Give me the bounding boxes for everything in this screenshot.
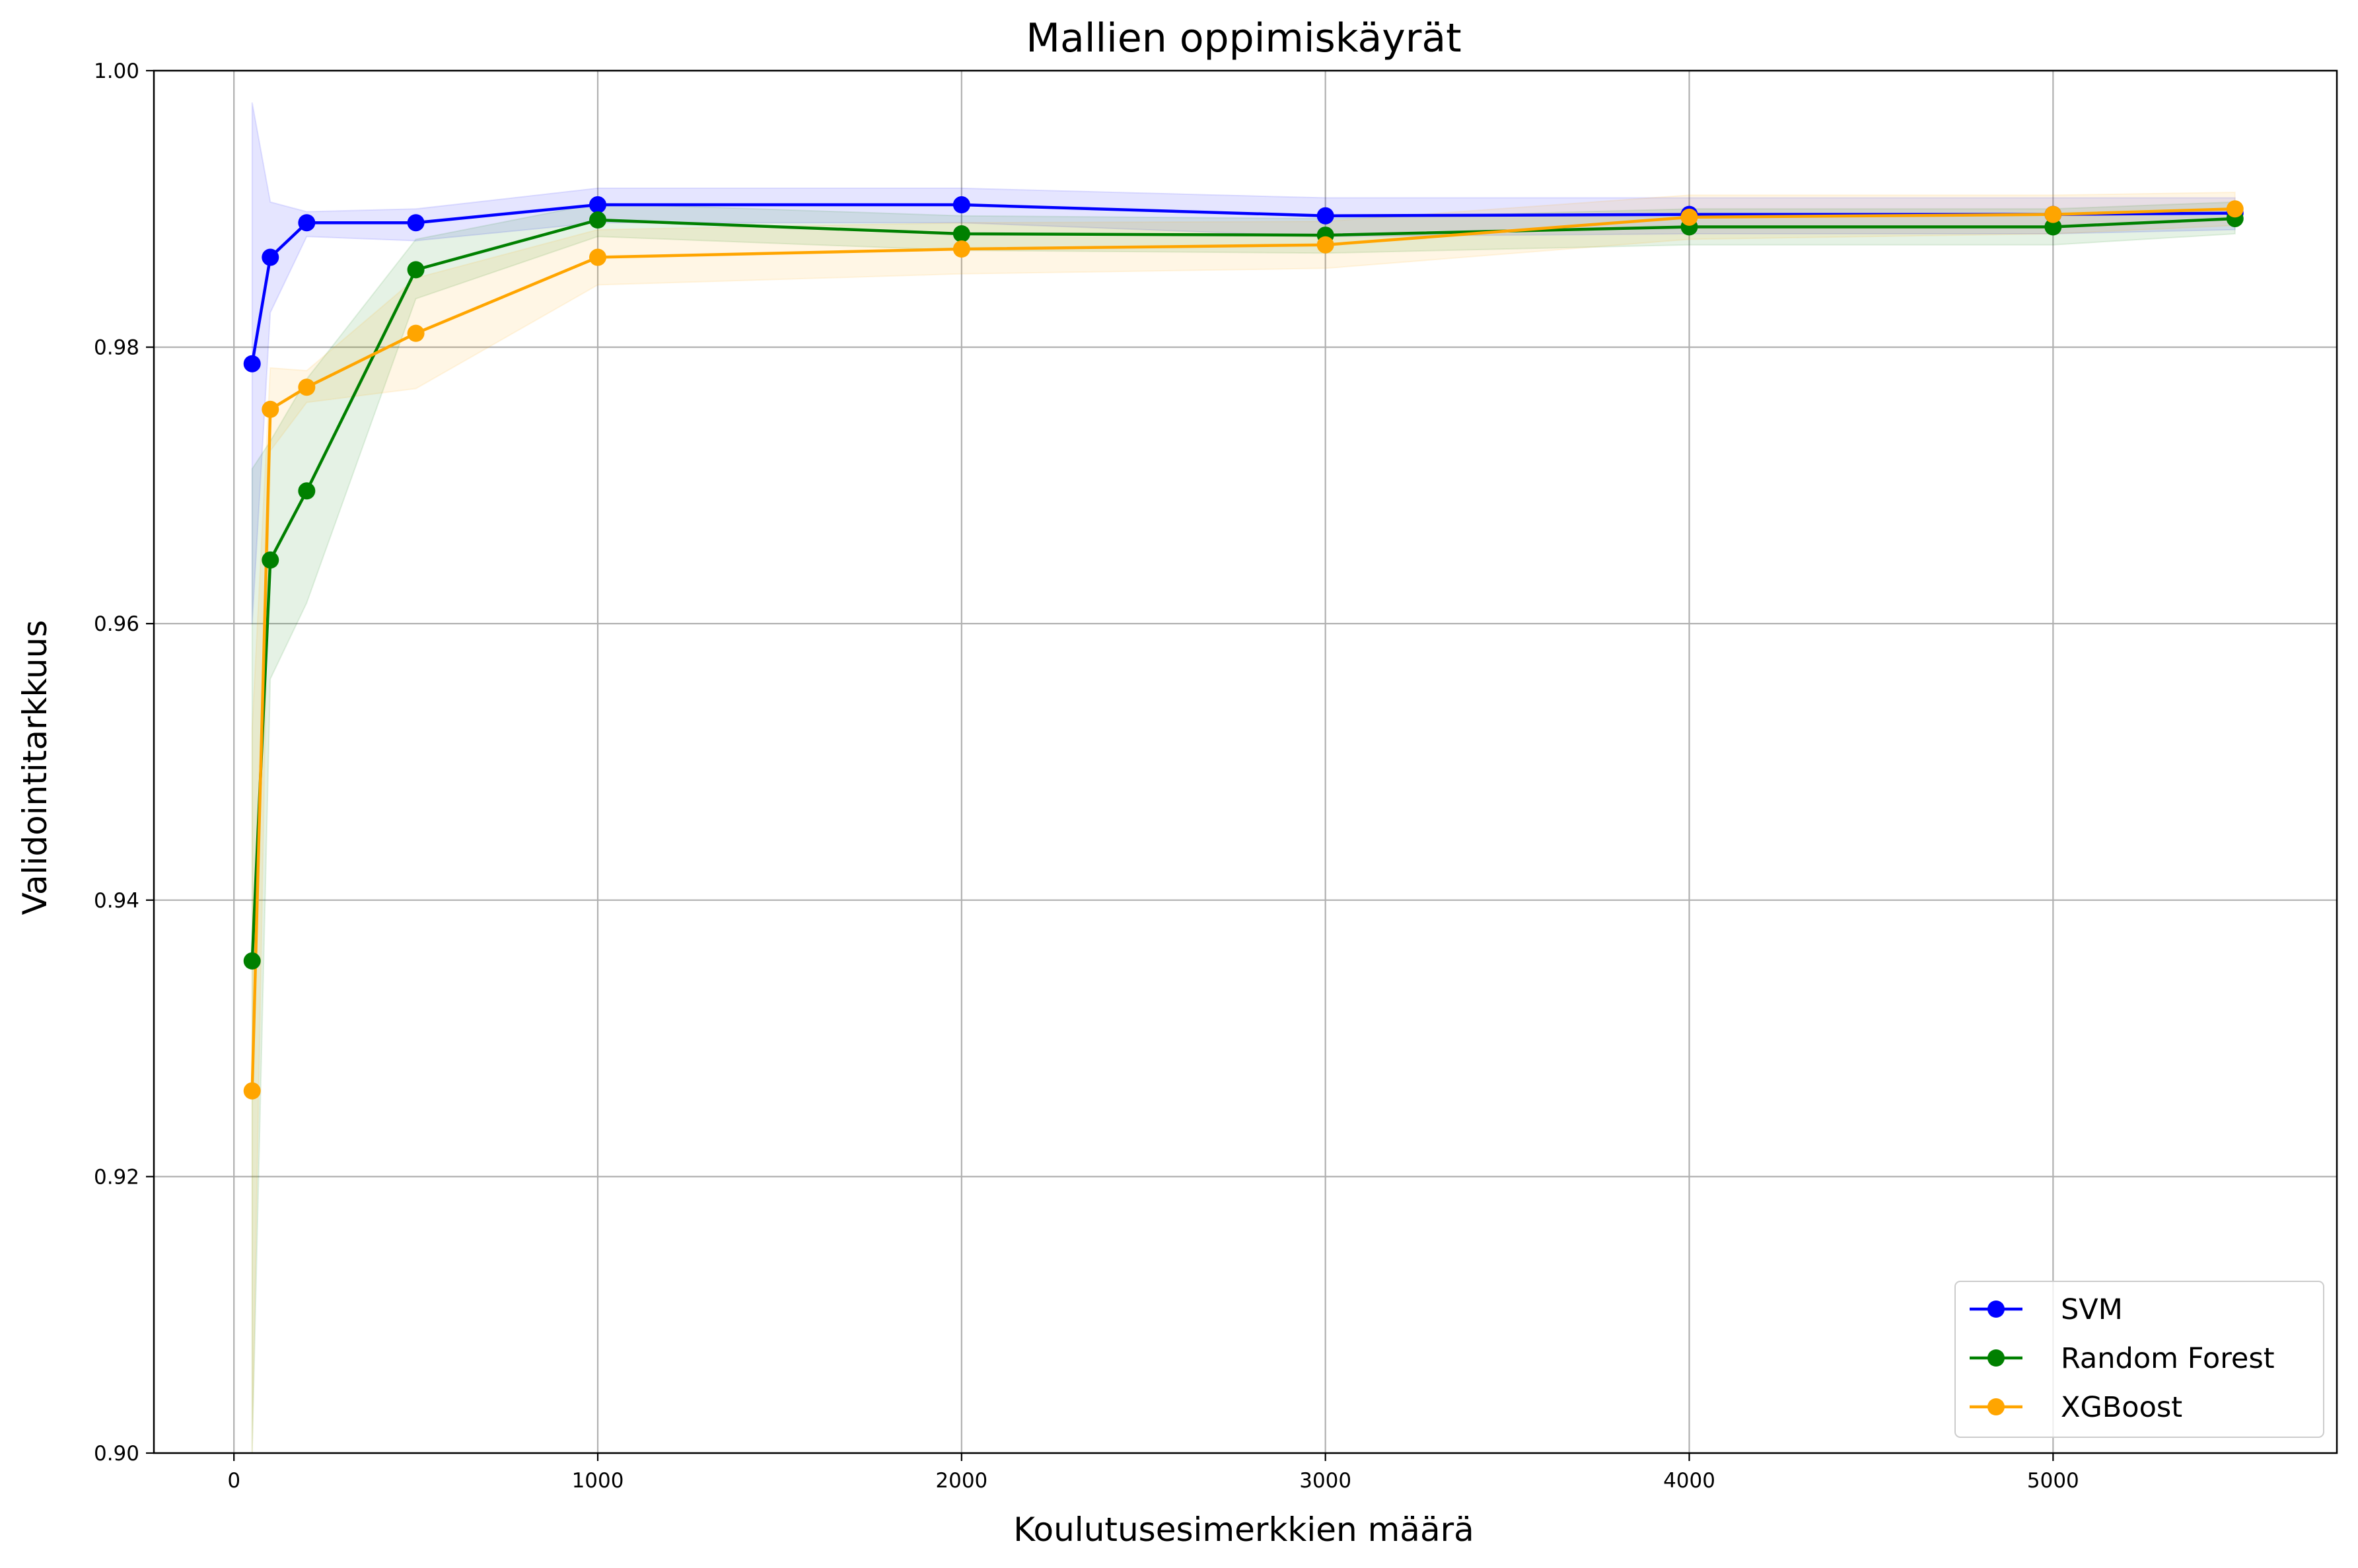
xgboost-point (243, 1082, 261, 1100)
random-forest-point (407, 261, 425, 279)
chart-title: Mallien oppimiskäyrät (1026, 15, 1461, 61)
random-forest-point (298, 482, 316, 500)
x-tick-label: 5000 (2027, 1469, 2079, 1493)
svm-point (298, 214, 316, 232)
x-tick-label: 4000 (1663, 1469, 1715, 1493)
random-forest-line (250, 217, 2235, 961)
xgboost-point (589, 248, 607, 266)
random-forest-point (2044, 218, 2062, 236)
y-tick-label: 0.92 (94, 1165, 139, 1189)
xgboost-point (1316, 236, 1334, 254)
x-tick-label: 1000 (572, 1469, 624, 1493)
plot-frame (153, 69, 2338, 1454)
legend-box (1954, 1281, 2324, 1438)
xgboost-point (1680, 208, 1698, 226)
xgboost-line (250, 207, 2235, 1091)
xgboost-point (407, 324, 425, 342)
svm-point (262, 248, 279, 266)
x-tick-label: 3000 (1299, 1469, 1351, 1493)
xgboost-point (262, 400, 279, 418)
legend-svm-label: SVM (2061, 1293, 2123, 1326)
y-tick-label: 0.96 (94, 612, 139, 636)
series-markers (243, 196, 2244, 1100)
series-lines (250, 203, 2235, 1091)
legend: SVM Random Forest XGBoost (1954, 1281, 2324, 1438)
y-tick-label: 0.90 (94, 1442, 139, 1466)
random-forest-point (952, 225, 970, 242)
grid (154, 69, 2337, 1454)
xgboost-point (2226, 200, 2244, 218)
svm-point (1316, 207, 1334, 225)
y-axis-title: Validointitarkkuus (16, 620, 54, 915)
xgboost-point (952, 240, 970, 258)
legend-xgboost-marker (1987, 1398, 2005, 1415)
legend-random-forest-label: Random Forest (2061, 1342, 2275, 1375)
svm-point (407, 214, 425, 232)
legend-svm-marker (1987, 1301, 2005, 1318)
x-tick-label: 2000 (935, 1469, 987, 1493)
random-forest-point (589, 211, 607, 229)
y-tick-label: 0.94 (94, 889, 139, 913)
random-forest-band (251, 201, 2236, 1454)
x-axis-title: Koulutusesimerkkien määrä (1013, 1511, 1474, 1549)
svm-point (589, 196, 607, 214)
legend-xgboost-label: XGBoost (2061, 1391, 2182, 1424)
y-tick-label: 1.00 (94, 59, 139, 83)
random-forest-point (262, 551, 279, 569)
x-tick-label: 0 (227, 1469, 240, 1493)
legend-random-forest-marker (1987, 1349, 2005, 1367)
xgboost-point (2044, 205, 2062, 223)
svm-point (243, 355, 261, 373)
y-tick-label: 0.98 (94, 336, 139, 360)
svm-band (251, 102, 2236, 624)
xgboost-point (298, 378, 316, 396)
svm-point (952, 196, 970, 214)
random-forest-point (243, 952, 261, 970)
axis-ticks: 0 1000 2000 3000 4000 5000 0.90 0.92 0.94 0.96 0.9… (94, 59, 2079, 1493)
